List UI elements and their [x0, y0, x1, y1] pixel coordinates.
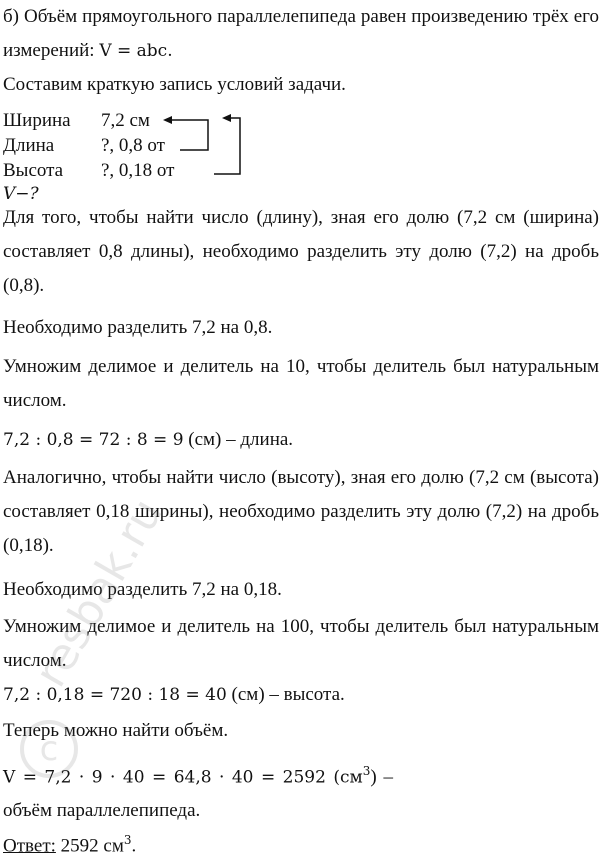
calc-length: 7,2 : 0,8 = 72 : 8 = 9 (см) – длина.	[3, 429, 294, 450]
intro-text: б) Объём прямоугольного параллелепипеда …	[3, 6, 599, 61]
table-row: Высота?, 0,18 от	[3, 160, 175, 181]
paragraph: Для того, чтобы найти число (длину), зна…	[3, 207, 599, 296]
table-row: Длина?, 0,8 от	[3, 135, 165, 156]
paragraph: Умножим делимое и делитель на 10, чтобы …	[3, 356, 599, 411]
calc-volume: V = 7,2 · 9 · 40 = 64,8 · 40 = 2592 (см3…	[3, 764, 394, 822]
paragraph: Аналогично, чтобы найти число (высоту), …	[3, 467, 599, 556]
relation-arrows	[163, 114, 241, 175]
answer: Ответ: 2592 см3.	[3, 833, 137, 857]
condition-table: Ширина 7,2 см Длина?, 0,8 от Высота?, 0,1…	[3, 108, 175, 205]
question: V−?	[3, 184, 39, 204]
paragraph: Умножим делимое и делитель на 100, чтобы…	[3, 616, 599, 671]
paragraph: Необходимо разделить 7,2 на 0,8.	[3, 317, 273, 338]
volume-formula: V = abc.	[99, 41, 173, 61]
paragraph: Необходимо разделить 7,2 на 0,18.	[3, 579, 282, 600]
table-row: Ширина 7,2 см	[3, 110, 150, 131]
intro-text-2: Составим краткую запись условий задачи.	[3, 74, 346, 95]
paragraph: Теперь можно найти объём.	[3, 720, 229, 741]
copyright-icon: c	[20, 720, 78, 778]
calc-height: 7,2 : 0,18 = 720 : 18 = 40 (см) – высота…	[3, 684, 345, 705]
